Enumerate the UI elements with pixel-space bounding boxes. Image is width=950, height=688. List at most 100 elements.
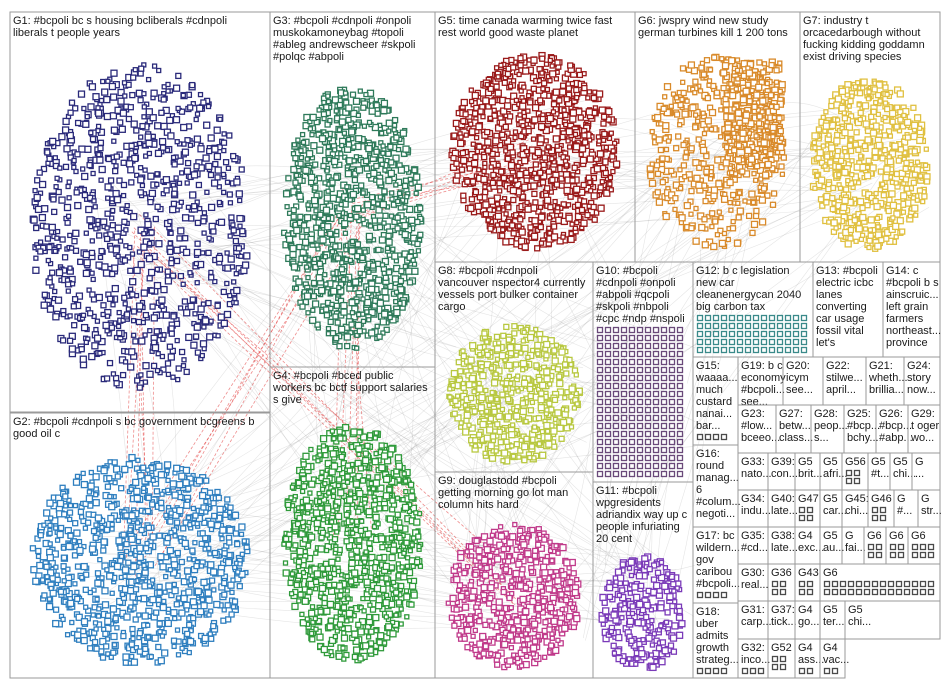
node-icon	[333, 334, 340, 342]
node-icon	[393, 182, 399, 188]
node-icon	[413, 190, 419, 196]
node-icon	[192, 311, 198, 317]
node-icon	[342, 90, 349, 96]
node-icon	[93, 492, 99, 498]
node-icon	[323, 312, 331, 319]
node-icon	[284, 501, 292, 509]
node-icon	[295, 278, 303, 286]
node-icon	[153, 328, 160, 335]
node-icon	[378, 236, 387, 244]
node-icon	[170, 609, 178, 617]
node-icon	[227, 233, 233, 239]
node-icon	[516, 223, 522, 229]
node-icon	[210, 500, 217, 507]
node-icon	[135, 538, 142, 545]
node-icon	[325, 331, 332, 337]
highlight-edge	[144, 248, 527, 582]
node-icon	[85, 511, 92, 518]
node-icon	[158, 109, 165, 116]
node-icon	[407, 548, 413, 554]
node-icon	[288, 591, 295, 597]
node-icon	[567, 235, 575, 244]
node-icon	[235, 569, 241, 575]
node-icon	[54, 296, 63, 304]
node-icon	[184, 180, 190, 186]
node-icon	[170, 637, 178, 644]
node-icon	[195, 477, 204, 485]
node-icon	[190, 615, 197, 622]
node-icon	[80, 618, 89, 626]
node-icon	[167, 518, 174, 525]
node-icon	[404, 194, 410, 200]
node-icon	[99, 575, 105, 581]
node-icon	[202, 154, 210, 162]
node-icon	[356, 451, 362, 458]
node-icon	[321, 571, 328, 577]
node-icon	[136, 544, 144, 552]
node-icon	[345, 104, 353, 112]
node-icon	[366, 613, 373, 621]
node-icon	[187, 142, 194, 148]
node-icon	[360, 104, 367, 111]
node-icon	[362, 450, 369, 457]
node-icon	[155, 240, 163, 248]
node-icon	[372, 497, 378, 503]
node-icon	[349, 310, 356, 316]
node-icon	[88, 223, 94, 230]
node-icon	[299, 611, 305, 618]
node-icon	[363, 165, 371, 172]
node-icon	[92, 620, 99, 626]
node-icon	[517, 62, 524, 69]
node-icon	[130, 120, 138, 128]
node-icon	[82, 120, 90, 128]
node-icon	[129, 251, 136, 257]
node-icon	[327, 117, 333, 124]
node-icon	[122, 653, 130, 661]
node-icon	[130, 562, 138, 571]
node-icon	[193, 135, 202, 143]
node-icon	[517, 216, 524, 223]
node-icon	[308, 480, 316, 488]
node-icon	[414, 218, 421, 226]
node-icon	[355, 112, 362, 119]
node-icon	[133, 266, 141, 275]
node-icon	[360, 595, 366, 602]
node-icon	[145, 524, 153, 531]
node-icon	[525, 128, 532, 135]
node-icon	[112, 480, 118, 486]
edge	[361, 132, 707, 497]
node-icon	[607, 174, 614, 181]
node-icon	[310, 293, 318, 300]
node-icon	[562, 111, 569, 119]
node-icon	[75, 637, 82, 643]
node-icon	[295, 137, 301, 143]
node-icon	[531, 217, 539, 225]
node-icon	[495, 74, 501, 80]
node-icon	[309, 636, 316, 643]
highlight-edge	[340, 142, 545, 227]
node-icon	[207, 171, 215, 179]
node-icon	[67, 599, 75, 608]
node-icon	[66, 195, 72, 201]
node-icon	[305, 310, 311, 316]
node-icon	[176, 480, 184, 489]
node-icon	[136, 648, 144, 655]
node-icon	[100, 78, 106, 85]
node-icon	[569, 115, 577, 123]
node-icon	[141, 114, 147, 120]
node-icon	[550, 233, 559, 241]
node-icon	[72, 478, 81, 486]
node-icon	[92, 204, 98, 210]
node-icon	[450, 154, 457, 162]
node-icon	[329, 179, 336, 186]
node-icon	[110, 649, 117, 656]
node-icon	[457, 139, 465, 148]
node-icon	[335, 556, 341, 562]
node-icon	[222, 159, 230, 166]
node-icon	[193, 562, 200, 570]
node-icon	[105, 651, 111, 657]
node-icon	[299, 488, 306, 495]
node-icon	[113, 153, 120, 160]
node-icon	[148, 287, 156, 294]
node-icon	[347, 257, 354, 264]
